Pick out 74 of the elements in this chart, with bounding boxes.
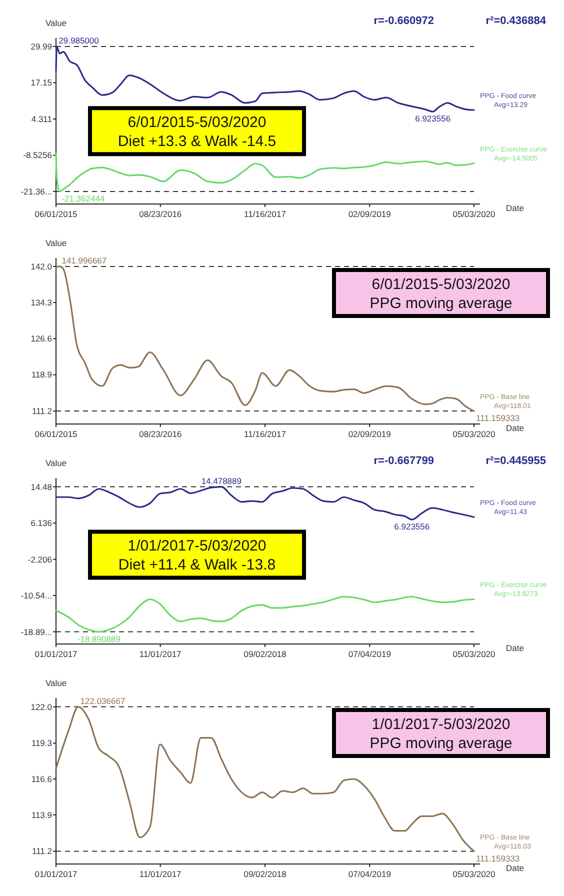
y-tick-label: 29.99 [30,41,52,52]
x-tick-label: 11/16/2017 [244,429,286,439]
y-tick-label: 6.136 [30,518,52,528]
text: r=-0.667799 [374,455,434,467]
y-tick-label: 116.6 [31,774,52,784]
text: 1/01/2017-5/03/2020 [128,538,266,555]
x-tick-label: 06/01/2015 [34,429,78,439]
y-tick-label: 142.0 [30,261,52,272]
y-axis-title: Value [45,238,67,248]
y-tick-label: 17.15 [30,78,52,88]
x-tick-label: 08/23/2016 [139,209,182,219]
y-tick-label: -18.89... [20,626,52,637]
annotation: 141.996667 [62,255,107,266]
y-tick-label: 119.3 [31,738,52,748]
x-tick-label: 08/23/2016 [139,429,182,439]
text: r²=0.436884 [486,15,547,27]
y-tick-label: 134.3 [30,298,52,308]
y-tick-label: 14.48 [30,482,52,492]
y-axis-title: Value [45,678,67,688]
text: r=-0.660972 [374,15,434,27]
x-tick-label: 07/04/2019 [348,649,392,659]
annotation: 122.036667 [80,696,126,706]
line-series [55,486,475,520]
annotation: 29.985000 [58,36,100,46]
x-tick-label: 05/03/2020 [452,429,496,439]
annotation: 111.159333 [476,853,520,864]
text: Diet +13.3 & Walk -14.5 [118,133,276,150]
x-tick-label: 01/01/2017 [34,649,78,659]
x-tick-label: 01/01/2017 [34,869,78,879]
text: 6/01/2015-5/03/2020 [128,114,266,132]
annotation: 6.923556 [415,114,451,124]
x-axis-title: Date [506,423,524,433]
line-series [55,596,475,633]
x-tick-label: 09/02/2018 [244,869,287,879]
x-tick-label: 02/09/2019 [348,429,392,439]
annotation: 6.923556 [394,522,430,532]
x-axis-title: Date [506,643,524,653]
x-tick-label: 07/04/2019 [348,869,392,879]
text: PPG moving average [370,735,512,752]
y-tick-label: 126.6 [30,334,52,344]
line-series [55,46,475,112]
y-axis-title: Value [45,18,67,28]
x-tick-label: 05/03/2020 [452,649,496,659]
y-tick-label: 4.311 [31,114,52,124]
text: 1/01/2017-5/03/2020 [372,716,510,733]
text: 6/01/2015-5/03/2020 [372,276,510,293]
line-series [55,152,475,192]
text: PPG moving average [370,295,512,312]
annotation: -18.890889 [77,634,121,644]
x-tick-label: 05/03/2020 [452,869,496,879]
x-tick-label: 06/01/2015 [34,209,78,219]
x-axis-title: Date [506,203,524,213]
annotation: 14.478889 [201,476,242,486]
y-axis-title: Value [45,458,67,468]
x-tick-label: 05/03/2020 [452,209,496,219]
x-tick-label: 09/02/2018 [244,649,287,659]
text: r²=0.445955 [486,455,546,467]
y-tick-label: 113.9 [31,810,52,820]
annotation: 111.159333 [476,413,520,424]
annotation: -21.362444 [62,193,106,204]
y-tick-label: -21.36... [20,186,52,196]
y-tick-label: 111.2 [32,406,52,416]
text: Diet +11.4 & Walk -13.8 [118,556,276,574]
y-tick-label: 118.9 [31,370,52,380]
y-tick-label: -8.5256 [23,150,52,160]
y-tick-label: -10.54... [20,590,52,601]
x-tick-label: 11/01/2017 [139,649,182,659]
y-tick-label: -2.206 [28,554,52,564]
y-tick-label: 122.0 [30,702,52,712]
x-tick-label: 11/01/2017 [139,869,182,879]
x-tick-label: 02/09/2019 [348,209,392,219]
x-tick-label: 11/16/2017 [244,209,286,219]
y-tick-label: 111.2 [32,846,52,856]
x-axis-title: Date [506,863,524,873]
